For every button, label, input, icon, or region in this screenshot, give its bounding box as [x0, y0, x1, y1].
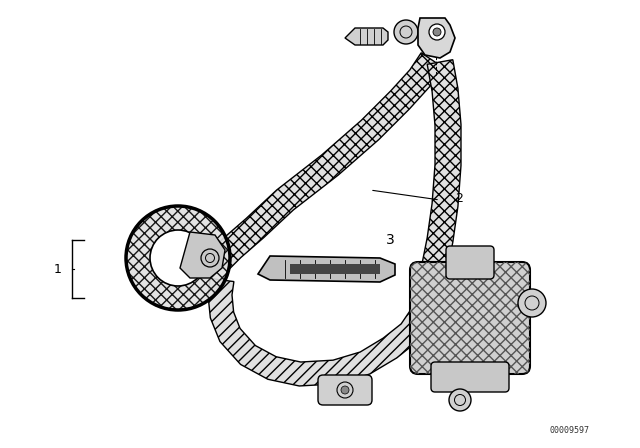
FancyBboxPatch shape	[410, 262, 530, 374]
FancyBboxPatch shape	[318, 375, 372, 405]
Polygon shape	[258, 256, 395, 282]
Circle shape	[341, 386, 349, 394]
Circle shape	[394, 20, 418, 44]
Circle shape	[201, 249, 219, 267]
Circle shape	[429, 24, 445, 40]
Polygon shape	[208, 278, 444, 386]
Text: 1: 1	[54, 263, 62, 276]
Polygon shape	[418, 18, 455, 58]
FancyBboxPatch shape	[290, 264, 380, 274]
Text: 2: 2	[455, 191, 463, 204]
Polygon shape	[209, 53, 443, 271]
Circle shape	[518, 289, 546, 317]
Polygon shape	[416, 60, 461, 289]
Text: 3: 3	[386, 233, 394, 247]
Circle shape	[433, 28, 441, 36]
Circle shape	[150, 230, 206, 286]
Circle shape	[449, 389, 471, 411]
Polygon shape	[345, 28, 388, 45]
Polygon shape	[180, 232, 225, 278]
FancyBboxPatch shape	[431, 362, 509, 392]
FancyBboxPatch shape	[446, 246, 494, 279]
Text: 00009597: 00009597	[550, 426, 590, 435]
Circle shape	[126, 206, 230, 310]
